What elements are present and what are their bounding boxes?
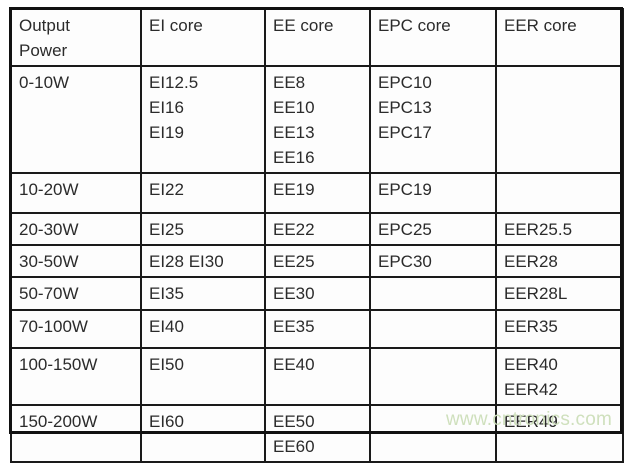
cell-output-power: 70-100W bbox=[10, 309, 142, 349]
cell-epc-core bbox=[369, 347, 497, 406]
cell-ee-core: EE25 bbox=[264, 244, 371, 278]
table-row: 20-30W EI25 EE22 EPC25 EER25.5 bbox=[10, 212, 624, 246]
table-row: 150-200W EI60 EE50 EE60 EER49 bbox=[10, 404, 624, 463]
cell-eer-core: EER25.5 bbox=[495, 212, 624, 246]
cell-ei-core: EI40 bbox=[140, 309, 266, 349]
cell-output-power: 10-20W bbox=[10, 172, 142, 214]
table-row: 10-20W EI22 EE19 EPC19 bbox=[10, 172, 624, 214]
cell-output-power: 50-70W bbox=[10, 276, 142, 311]
table-row: 100-150W EI50 EE40 EER40 EER42 bbox=[10, 347, 624, 406]
cell-epc-core bbox=[369, 309, 497, 349]
table-header-row: Output Power EI core EE core EPC core EE… bbox=[10, 8, 624, 67]
table-row: 50-70W EI35 EE30 EER28L bbox=[10, 276, 624, 311]
cell-output-power: 20-30W bbox=[10, 212, 142, 246]
cell-epc-core: EPC19 bbox=[369, 172, 497, 214]
cell-ei-core: EI60 bbox=[140, 404, 266, 463]
cell-eer-core: EER35 bbox=[495, 309, 624, 349]
cell-output-power: 150-200W bbox=[10, 404, 142, 463]
column-header-ee-core: EE core bbox=[264, 8, 371, 67]
cell-ei-core: EI25 bbox=[140, 212, 266, 246]
cell-output-power: 0-10W bbox=[10, 65, 142, 174]
cell-epc-core bbox=[369, 404, 497, 463]
cell-epc-core: EPC30 bbox=[369, 244, 497, 278]
cell-ei-core: EI28 EI30 bbox=[140, 244, 266, 278]
cell-ee-core: EE40 bbox=[264, 347, 371, 406]
cell-eer-core bbox=[495, 172, 624, 214]
table-row: 30-50W EI28 EI30 EE25 EPC30 EER28 bbox=[10, 244, 624, 278]
cell-eer-core: EER40 EER42 bbox=[495, 347, 624, 406]
cell-eer-core: EER28L bbox=[495, 276, 624, 311]
cell-eer-core: EER28 bbox=[495, 244, 624, 278]
column-header-ei-core: EI core bbox=[140, 8, 266, 67]
cell-output-power: 30-50W bbox=[10, 244, 142, 278]
cell-output-power: 100-150W bbox=[10, 347, 142, 406]
cell-ee-core: EE50 EE60 bbox=[264, 404, 371, 463]
cell-ei-core: EI12.5 EI16 EI19 bbox=[140, 65, 266, 174]
table-row: 0-10W EI12.5 EI16 EI19 EE8 EE10 EE13 EE1… bbox=[10, 65, 624, 174]
cell-epc-core: EPC10 EPC13 EPC17 bbox=[369, 65, 497, 174]
cell-eer-core: EER49 bbox=[495, 404, 624, 463]
cell-epc-core: EPC25 bbox=[369, 212, 497, 246]
cell-ee-core: EE22 bbox=[264, 212, 371, 246]
cell-ee-core: EE35 bbox=[264, 309, 371, 349]
column-header-output-power: Output Power bbox=[10, 8, 142, 67]
table-row: 70-100W EI40 EE35 EER35 bbox=[10, 309, 624, 349]
cell-ee-core: EE19 bbox=[264, 172, 371, 214]
cell-ei-core: EI50 bbox=[140, 347, 266, 406]
cell-ei-core: EI35 bbox=[140, 276, 266, 311]
transformer-core-selection-table: Output Power EI core EE core EPC core EE… bbox=[10, 8, 624, 463]
cell-epc-core bbox=[369, 276, 497, 311]
cell-ee-core: EE30 bbox=[264, 276, 371, 311]
column-header-epc-core: EPC core bbox=[369, 8, 497, 67]
page-root: Output Power EI core EE core EPC core EE… bbox=[9, 7, 624, 463]
column-header-eer-core: EER core bbox=[495, 8, 624, 67]
cell-ei-core: EI22 bbox=[140, 172, 266, 214]
cell-eer-core bbox=[495, 65, 624, 174]
cell-ee-core: EE8 EE10 EE13 EE16 bbox=[264, 65, 371, 174]
